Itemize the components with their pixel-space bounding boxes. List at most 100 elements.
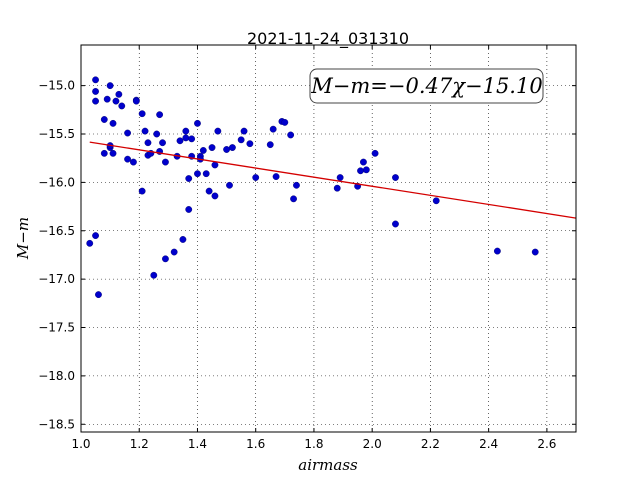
data-point xyxy=(138,187,146,195)
data-point xyxy=(205,187,213,195)
data-point xyxy=(362,166,370,174)
data-point xyxy=(252,174,260,181)
x-axis-ticks: 1.0 1.2 1.4 1.6 1.8 2.0 2.2 2.4 2.6 xyxy=(71,45,556,451)
data-point xyxy=(109,149,117,157)
data-point xyxy=(86,239,94,247)
data-point xyxy=(124,129,131,137)
data-point xyxy=(179,236,187,243)
fit-line-group xyxy=(89,141,577,219)
data-point xyxy=(360,158,367,166)
annotation-box: M−m=−0.47χ−15.10 xyxy=(309,68,544,104)
data-point xyxy=(211,192,219,200)
data-point xyxy=(266,141,274,149)
data-point xyxy=(432,197,440,205)
data-point xyxy=(141,127,149,135)
data-point xyxy=(229,144,236,151)
data-point xyxy=(493,247,501,255)
data-point xyxy=(185,175,193,182)
data-point xyxy=(226,181,233,189)
data-point xyxy=(371,149,379,157)
data-point xyxy=(246,140,254,148)
data-point xyxy=(290,195,297,203)
data-point xyxy=(115,90,123,98)
plot-frame xyxy=(80,44,577,433)
x-tick-label: 2.0 xyxy=(363,437,382,451)
data-point xyxy=(92,88,99,95)
data-point xyxy=(392,174,399,181)
data-points xyxy=(86,76,539,299)
y-tick-label: −18.0 xyxy=(38,369,75,383)
data-point xyxy=(138,110,146,118)
data-point xyxy=(150,271,158,279)
data-point xyxy=(357,167,364,175)
data-point xyxy=(132,97,140,105)
data-point xyxy=(237,136,245,144)
data-point xyxy=(269,125,277,133)
data-point xyxy=(208,144,216,151)
data-point xyxy=(188,135,196,143)
fit-equation: M−m=−0.47χ−15.10 xyxy=(310,74,542,98)
data-point xyxy=(162,158,169,166)
data-point xyxy=(92,76,99,84)
y-tick-label: −16.0 xyxy=(38,175,75,189)
data-point xyxy=(223,146,230,153)
y-tick-label: −18.5 xyxy=(38,417,75,431)
data-point xyxy=(124,155,131,163)
data-point xyxy=(199,147,207,154)
data-point xyxy=(281,119,289,126)
data-point xyxy=(156,111,164,119)
data-point xyxy=(392,220,399,228)
chart-title: 2021-11-24_031310 xyxy=(247,29,409,49)
data-point xyxy=(272,173,280,180)
y-axis-ticks: −15.0 −15.5 −16.0 −16.5 −17.0 −17.5 −18.0 −18.5 xyxy=(38,79,576,431)
data-point xyxy=(287,131,295,139)
x-tick-label: 2.6 xyxy=(537,437,556,451)
x-tick-label: 1.0 xyxy=(71,437,90,451)
data-point xyxy=(531,248,539,256)
data-point xyxy=(211,161,219,169)
x-tick-label: 1.2 xyxy=(130,437,149,451)
y-axis-label: M−m xyxy=(14,217,32,260)
data-point xyxy=(202,170,210,178)
data-point xyxy=(109,119,117,127)
x-tick-label: 1.4 xyxy=(188,437,207,451)
data-point xyxy=(118,102,126,110)
data-point xyxy=(100,116,108,123)
data-point xyxy=(100,149,108,157)
x-tick-label: 1.8 xyxy=(304,437,323,451)
y-tick-label: −17.5 xyxy=(38,321,75,335)
data-point xyxy=(92,97,99,105)
annotation-frame xyxy=(309,68,544,104)
data-point xyxy=(92,232,99,239)
x-tick-label: 2.4 xyxy=(479,437,498,451)
data-point xyxy=(176,137,184,145)
data-point xyxy=(95,291,102,299)
x-axis-label: airmass xyxy=(298,456,358,474)
data-point xyxy=(293,181,300,189)
y-tick-label: −15.5 xyxy=(38,127,75,141)
data-point xyxy=(182,134,190,142)
data-point xyxy=(130,158,137,166)
data-point xyxy=(333,184,341,192)
y-tick-label: −16.5 xyxy=(38,224,75,238)
data-point xyxy=(194,170,201,178)
data-point xyxy=(185,206,193,213)
data-point xyxy=(106,82,114,90)
x-tick-label: 2.2 xyxy=(421,437,440,451)
data-point xyxy=(153,130,161,138)
fit-line xyxy=(89,141,577,219)
data-point xyxy=(162,255,169,263)
data-point xyxy=(214,127,222,135)
data-point xyxy=(194,119,201,127)
data-point xyxy=(159,139,166,147)
data-point xyxy=(182,127,190,135)
data-point xyxy=(112,97,120,105)
data-point xyxy=(144,139,152,147)
y-tick-label: −15.0 xyxy=(38,79,75,93)
y-tick-label: −17.0 xyxy=(38,272,75,286)
data-point xyxy=(170,248,178,256)
x-tick-label: 1.6 xyxy=(246,437,265,451)
data-point xyxy=(103,95,111,103)
data-point xyxy=(336,174,344,181)
